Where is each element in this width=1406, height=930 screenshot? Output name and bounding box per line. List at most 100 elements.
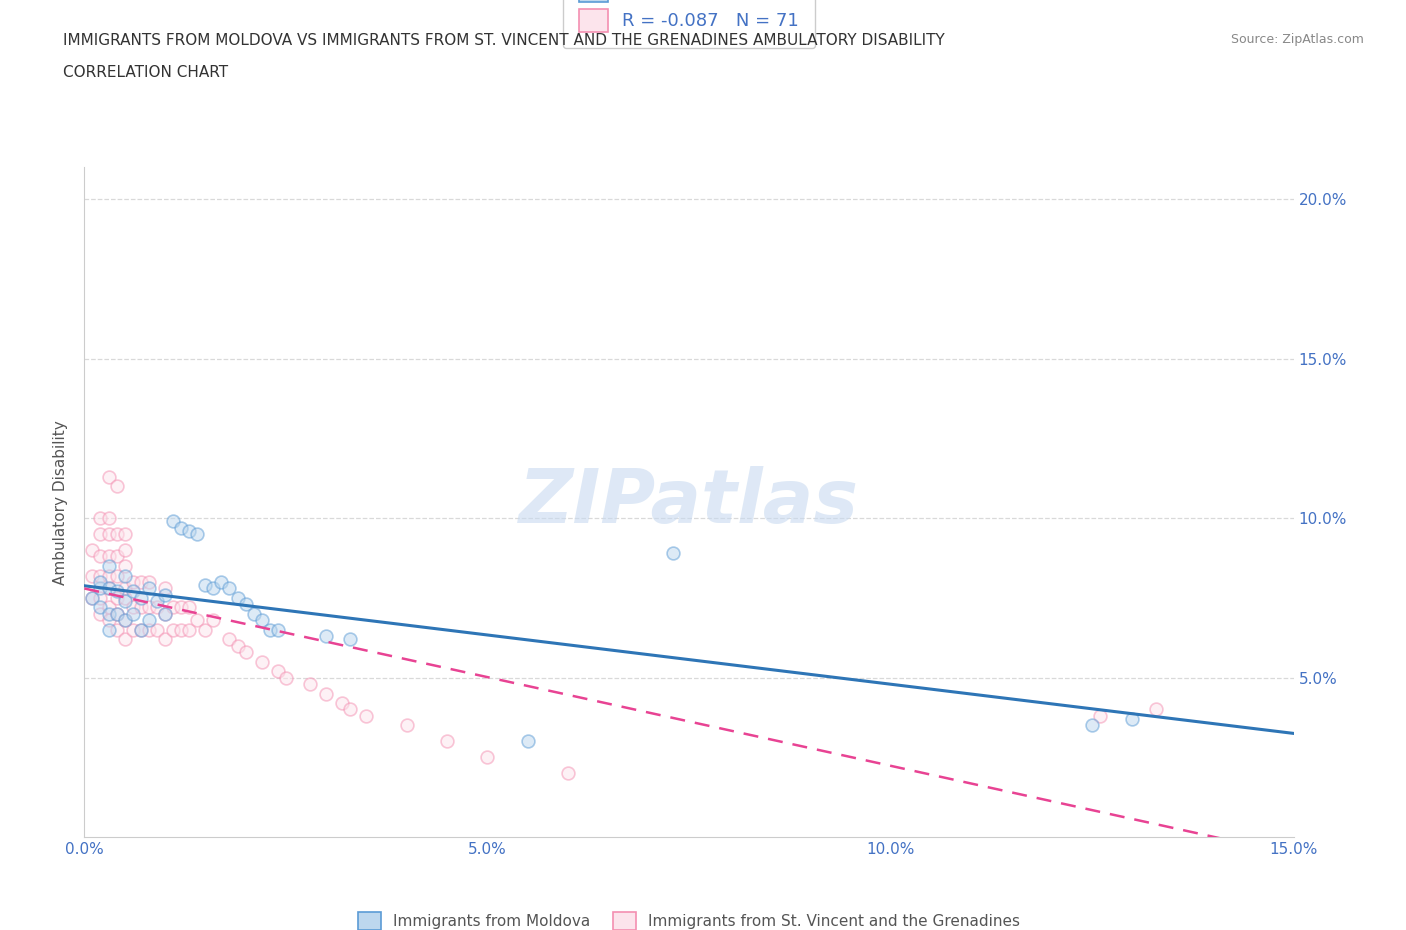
Point	[82, 542, 104, 557]
Point	[153, 631, 176, 646]
Point	[105, 479, 128, 494]
Point	[105, 584, 128, 599]
Point	[105, 622, 128, 637]
Point	[153, 606, 176, 621]
Point	[226, 638, 249, 653]
Point	[242, 606, 264, 621]
Point	[274, 671, 297, 685]
Point	[138, 613, 160, 628]
Point	[97, 613, 120, 628]
Point	[129, 600, 152, 615]
Y-axis label: Ambulatory Disability: Ambulatory Disability	[53, 419, 69, 585]
Point	[153, 606, 176, 621]
Point	[339, 631, 361, 646]
Point	[202, 613, 225, 628]
Point	[162, 622, 184, 637]
Point	[138, 575, 160, 590]
Point	[105, 606, 128, 621]
Point	[395, 718, 418, 733]
Point	[138, 622, 160, 637]
Point	[82, 591, 104, 605]
Point	[105, 591, 128, 605]
Point	[557, 765, 579, 780]
Point	[218, 631, 240, 646]
Point	[105, 549, 128, 564]
Legend: Immigrants from Moldova, Immigrants from St. Vincent and the Grenadines: Immigrants from Moldova, Immigrants from…	[352, 906, 1026, 930]
Point	[97, 622, 120, 637]
Point	[259, 622, 281, 637]
Text: ZIPatlas: ZIPatlas	[519, 466, 859, 538]
Point	[1146, 702, 1168, 717]
Point	[121, 606, 143, 621]
Point	[1121, 711, 1143, 726]
Point	[153, 581, 176, 596]
Point	[114, 591, 136, 605]
Point	[129, 575, 152, 590]
Point	[97, 600, 120, 615]
Point	[97, 511, 120, 525]
Point	[89, 606, 111, 621]
Point	[129, 622, 152, 637]
Point	[250, 613, 273, 628]
Point	[114, 542, 136, 557]
Point	[170, 520, 193, 535]
Point	[114, 613, 136, 628]
Text: Source: ZipAtlas.com: Source: ZipAtlas.com	[1230, 33, 1364, 46]
Point	[138, 600, 160, 615]
Point	[153, 587, 176, 602]
Point	[170, 600, 193, 615]
Point	[1088, 709, 1111, 724]
Point	[162, 600, 184, 615]
Point	[114, 581, 136, 596]
Point	[226, 591, 249, 605]
Point	[89, 526, 111, 541]
Point	[194, 622, 217, 637]
Point	[89, 511, 111, 525]
Point	[477, 750, 499, 764]
Point	[121, 575, 143, 590]
Point	[170, 622, 193, 637]
Point	[250, 654, 273, 669]
Point	[339, 702, 361, 717]
Point	[436, 734, 458, 749]
Text: CORRELATION CHART: CORRELATION CHART	[63, 65, 228, 80]
Point	[138, 581, 160, 596]
Point	[89, 600, 111, 615]
Point	[97, 581, 120, 596]
Point	[330, 696, 353, 711]
Point	[114, 568, 136, 583]
Point	[209, 575, 232, 590]
Point	[129, 591, 152, 605]
Point	[89, 581, 111, 596]
Point	[146, 593, 169, 608]
Point	[218, 581, 240, 596]
Point	[235, 597, 257, 612]
Point	[179, 600, 201, 615]
Point	[97, 470, 120, 485]
Point	[121, 622, 143, 637]
Point	[146, 600, 169, 615]
Point	[121, 600, 143, 615]
Point	[121, 584, 143, 599]
Text: IMMIGRANTS FROM MOLDOVA VS IMMIGRANTS FROM ST. VINCENT AND THE GRENADINES AMBULA: IMMIGRANTS FROM MOLDOVA VS IMMIGRANTS FR…	[63, 33, 945, 47]
Point	[114, 526, 136, 541]
Point	[97, 526, 120, 541]
Point	[516, 734, 538, 749]
Point	[114, 613, 136, 628]
Point	[299, 676, 322, 691]
Point	[89, 549, 111, 564]
Point	[186, 613, 208, 628]
Point	[162, 514, 184, 529]
Point	[267, 622, 290, 637]
Point	[82, 591, 104, 605]
Point	[315, 629, 337, 644]
Point	[89, 591, 111, 605]
Point	[235, 644, 257, 659]
Point	[105, 526, 128, 541]
Point	[89, 568, 111, 583]
Point	[146, 622, 169, 637]
Point	[97, 559, 120, 574]
Point	[202, 581, 225, 596]
Point	[114, 593, 136, 608]
Point	[179, 524, 201, 538]
